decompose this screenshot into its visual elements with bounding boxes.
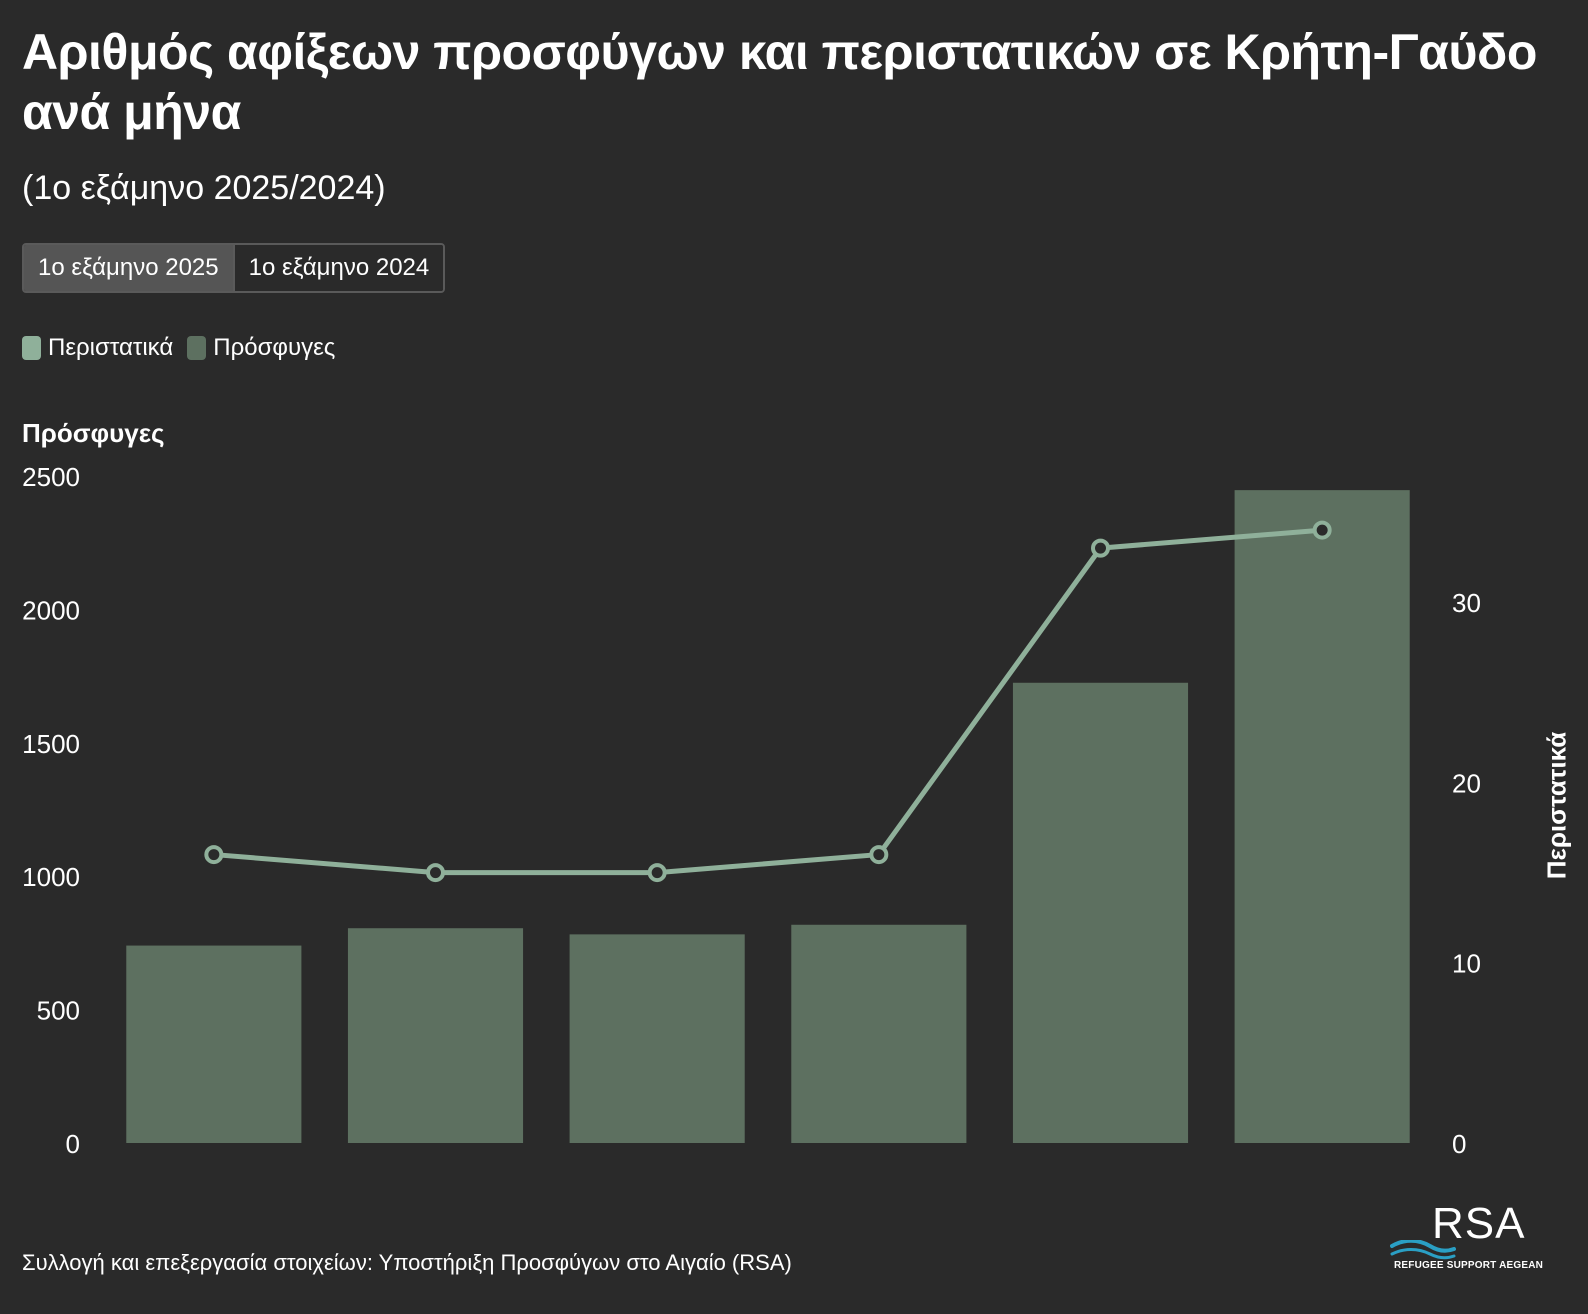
legend-swatch-refugees (187, 336, 207, 360)
point-incidents (1091, 538, 1110, 558)
y-tick-right: 30 (1452, 588, 1481, 618)
logo-tagline: REFUGEE SUPPORT AEGEAN (1394, 1260, 1544, 1271)
bar-refugees (791, 924, 967, 1143)
point-incidents (1312, 520, 1332, 540)
chart-plot: 0 500 1000 1500 2000 2500 0 10 20 30 (22, 462, 1481, 1159)
y-tick-left: 2500 (22, 462, 80, 492)
bar-refugees (1012, 682, 1189, 1143)
y-axis-left-label: Πρόσφυγες (22, 418, 165, 448)
period-tabs: 1ο εξάμηνο 2025 1ο εξάμηνο 2024 (22, 243, 446, 293)
y-tick-right: 0 (1452, 1129, 1466, 1159)
bar-refugees (569, 934, 745, 1143)
y-tick-left: 1000 (22, 862, 80, 892)
bar-refugees (347, 928, 524, 1143)
logo-wave-icon (1390, 1240, 1456, 1260)
legend-label-refugees: Πρόσφυγες (213, 334, 336, 361)
y-tick-left: 0 (66, 1129, 80, 1159)
y-tick-right: 20 (1452, 768, 1481, 798)
point-incidents (647, 863, 667, 883)
y-tick-left: 500 (37, 996, 80, 1026)
tab-2025[interactable]: 1ο εξάμηνο 2025 (24, 245, 233, 291)
logo-text: RSA (1432, 1199, 1526, 1248)
chart-subtitle: (1ο εξάμηνο 2025/2024) (22, 169, 386, 207)
legend-label-incidents: Περιστατικά (48, 334, 174, 361)
tab-2024[interactable]: 1ο εξάμηνο 2024 (232, 245, 444, 291)
bar-refugees (1234, 490, 1410, 1144)
legend-swatch-incidents (22, 336, 41, 360)
y-tick-left: 1500 (22, 729, 80, 759)
legend-item-incidents[interactable]: Περιστατικά (22, 334, 173, 362)
legend: Περιστατικά Πρόσφυγες (22, 334, 349, 362)
point-incidents (869, 845, 889, 865)
bar-refugees (126, 945, 302, 1143)
rsa-logo: RSA REFUGEE SUPPORT AEGEAN (1390, 1199, 1543, 1280)
y-tick-right: 10 (1452, 949, 1481, 979)
point-incidents (204, 845, 224, 865)
y-tick-left: 2000 (22, 595, 80, 625)
point-incidents (426, 863, 445, 883)
source-footer: Συλλογή και επεξεργασία στοιχείων: Υποστ… (22, 1250, 792, 1275)
chart-title: Αριθμός αφίξεων προσφύγων και περιστατικ… (22, 24, 1537, 140)
line-incidents (213, 527, 1323, 876)
legend-item-refugees[interactable]: Πρόσφυγες (187, 334, 335, 362)
